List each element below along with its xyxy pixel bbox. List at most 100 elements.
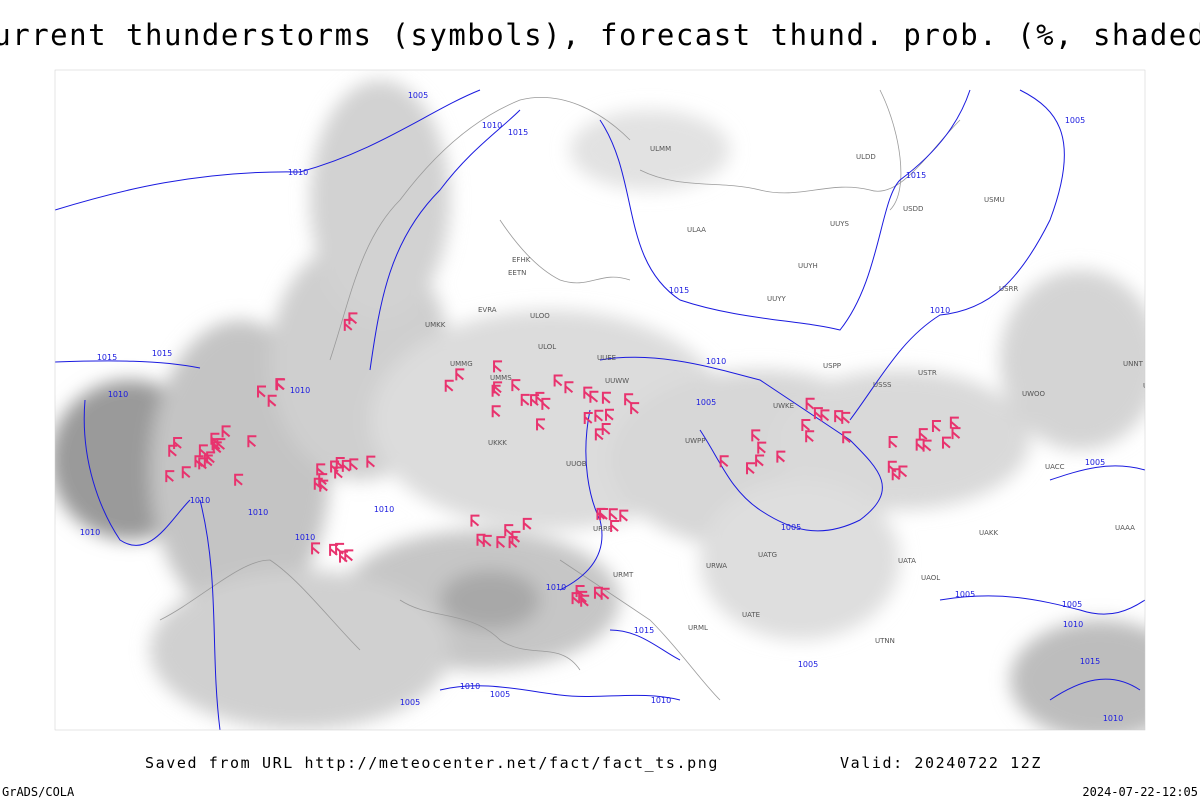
thunderstorm-symbol <box>165 470 175 483</box>
isobar-label: 1010 <box>930 306 950 315</box>
isobar-label: 1005 <box>696 398 716 407</box>
valid-time: Valid: 20240722 12Z <box>840 754 1042 772</box>
thunderstorm-symbol <box>234 473 244 486</box>
station-code: UATE <box>742 611 760 619</box>
thunderstorm-symbol <box>601 391 611 404</box>
thunderstorm-symbol <box>216 438 226 451</box>
station-code: UAAA <box>1115 524 1135 532</box>
isobar-label: 1010 <box>460 682 480 691</box>
station-code: EFHK <box>512 256 531 264</box>
thunderstorm-symbol <box>593 586 603 599</box>
isobar-label: 1010 <box>374 505 394 514</box>
station-code: UAOL <box>921 574 940 582</box>
map-area: ULOL UMMS UUWW UUEE UWPP UWKE USSS USTR UACC UAAA… <box>55 70 1163 730</box>
thunderstorm-symbol <box>173 437 183 450</box>
station-code: UUOB <box>566 460 587 468</box>
station-code: ULOL <box>538 343 556 351</box>
coastlines <box>159 89 961 701</box>
isobar-label: 1015 <box>906 171 926 180</box>
thunderstorm-symbol <box>206 451 216 464</box>
station-code: UUYH <box>798 262 818 270</box>
thunderstorm-symbol <box>757 441 767 454</box>
station-code: EETN <box>508 269 526 277</box>
thunderstorm-symbol <box>349 458 359 471</box>
thunderstorm-symbol <box>366 455 376 468</box>
isobar-label: 1010 <box>248 508 268 517</box>
timestamp: 2024-07-22-12:05 <box>1082 785 1198 799</box>
thunderstorm-symbol <box>776 450 786 463</box>
thunderstorm-symbol <box>267 394 277 407</box>
thunderstorm-symbol <box>841 411 851 424</box>
thunderstorm-symbol <box>348 312 358 325</box>
thunderstorm-symbol <box>624 393 634 406</box>
thunderstorm-symbol <box>898 465 908 478</box>
thunderstorm-symbol <box>922 439 932 452</box>
thunderstorm-symbol <box>311 542 321 555</box>
station-code: ULAA <box>687 226 706 234</box>
station-code: UUEE <box>597 354 616 362</box>
station-code: UUYY <box>767 295 787 303</box>
thunderstorm-symbol <box>444 379 454 392</box>
station-code: UUWW <box>605 377 629 385</box>
thunderstorm-symbol <box>918 428 928 441</box>
thunderstorm-symbol <box>247 435 257 448</box>
isobar-label: 1010 <box>288 168 308 177</box>
isobar-label: 1010 <box>482 121 502 130</box>
thunderstorm-symbol <box>329 543 339 556</box>
isobar-label: 1015 <box>508 128 528 137</box>
thunderstorm-symbol <box>589 390 599 403</box>
thunderstorm-symbol <box>600 587 610 600</box>
isobar-label: 1010 <box>706 357 726 366</box>
thunderstorm-symbol <box>619 509 629 522</box>
thunderstorm-symbol <box>313 477 323 490</box>
thunderstorm-symbol <box>536 418 546 431</box>
thunderstorm-symbol <box>344 549 354 562</box>
station-code: URMT <box>613 571 634 579</box>
station-code: USMU <box>984 196 1005 204</box>
station-code: UNBB <box>1143 382 1163 390</box>
station-code: USPP <box>823 362 841 370</box>
thunderstorm-symbol <box>341 459 351 472</box>
thunderstorm-symbol <box>746 462 756 475</box>
isobar-label: 1005 <box>1062 600 1082 609</box>
thunderstorm-symbol <box>541 397 551 410</box>
thunderstorm-symbol <box>605 408 615 421</box>
thunderstorm-symbol <box>334 466 344 479</box>
thunderstorm-symbol <box>553 374 563 387</box>
station-code: EVRA <box>478 306 497 314</box>
station-code: USSS <box>873 381 892 389</box>
station-code: UAKK <box>979 529 999 537</box>
thunderstorm-symbol <box>755 454 765 467</box>
station-code: URRR <box>593 525 613 533</box>
isobar-label: 1010 <box>80 528 100 537</box>
thunderstorm-symbol <box>470 514 480 527</box>
thunderstorm-symbol <box>511 379 521 392</box>
thunderstorm-symbol <box>583 412 593 425</box>
thunderstorm-symbol <box>496 536 506 549</box>
thunderstorm-symbol <box>221 425 231 438</box>
thunderstorm-symbol <box>888 435 898 448</box>
station-code: USRR <box>999 285 1018 293</box>
thunderstorm-symbol <box>842 431 852 444</box>
station-code: USTR <box>918 369 937 377</box>
probability-shading <box>55 80 1145 730</box>
isobar-label: 1010 <box>1103 714 1123 723</box>
thunderstorm-symbol <box>276 378 286 391</box>
thunderstorm-symbol <box>564 381 574 394</box>
isobar-label: 1005 <box>1065 116 1085 125</box>
thunderstorm-symbol <box>801 419 811 432</box>
station-code: UATG <box>758 551 777 559</box>
station-code: UATA <box>898 557 916 565</box>
station-code: UWOO <box>1022 390 1046 398</box>
isobar-label: 1010 <box>295 533 315 542</box>
isobar-label: 1015 <box>97 353 117 362</box>
isobar-label: 1015 <box>669 286 689 295</box>
thunderstorm-symbol <box>805 430 815 443</box>
thunderstorm-symbol <box>594 409 604 422</box>
thunderstorm-symbol <box>941 436 951 449</box>
station-code: ULMM <box>650 145 671 153</box>
thunderstorm-symbol <box>491 405 501 418</box>
station-code: UMKK <box>425 321 446 329</box>
thunderstorm-symbol <box>520 393 530 406</box>
thunderstorm-symbol <box>181 466 191 479</box>
